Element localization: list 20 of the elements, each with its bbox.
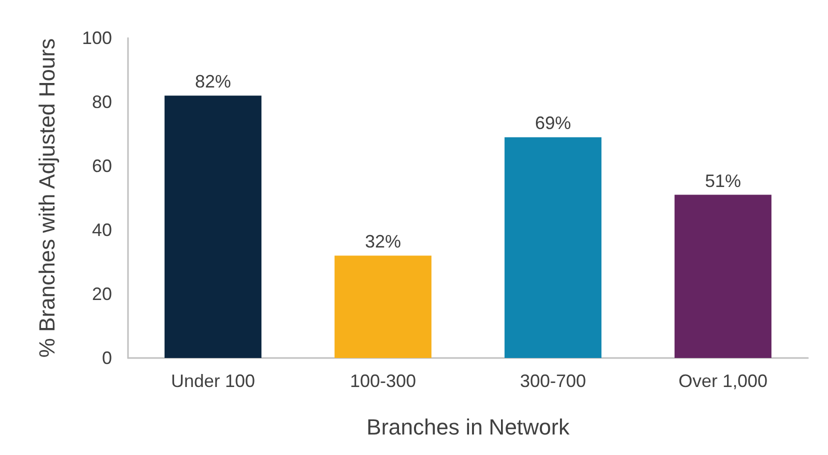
y-tick-label: 80 [92,92,112,112]
x-tick-label: 300-700 [520,371,586,391]
y-tick-label: 60 [92,156,112,176]
y-tick-label: 100 [82,28,112,48]
bar [504,137,602,358]
bar [334,256,432,358]
data-label: 82% [194,72,232,92]
y-tick-label: 0 [102,348,112,368]
x-tick-label: Under 100 [170,371,256,391]
x-tick-label: Over 1,000 [678,371,768,391]
x-axis-title: Branches in Network [366,414,570,440]
y-tick-label: 40 [92,220,112,240]
y-tick-label: 20 [92,284,112,304]
data-label: 32% [364,232,402,252]
bar [674,194,772,358]
data-label: 69% [534,113,572,134]
y-axis-title: % Branches with Adjusted Hours [34,38,60,358]
x-tick-label: 100-300 [350,371,416,391]
data-label: 51% [704,170,742,191]
bar [164,96,262,358]
